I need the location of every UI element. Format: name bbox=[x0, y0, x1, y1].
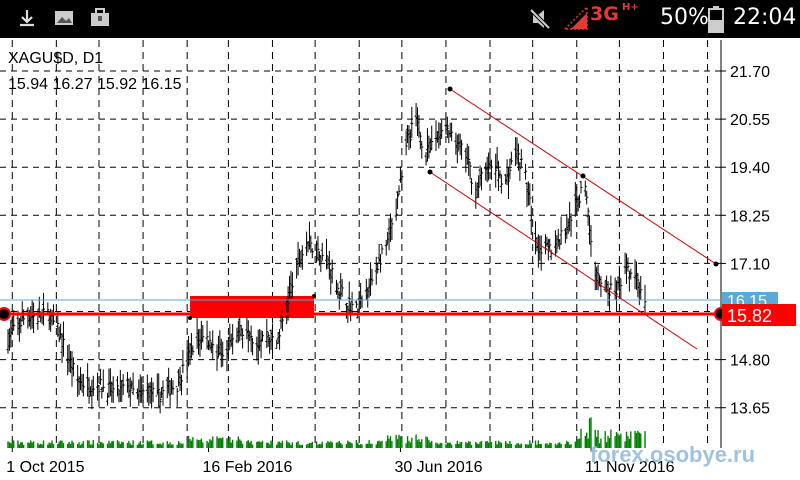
y-tick-label: 13.65 bbox=[730, 401, 770, 418]
channel-lower-line[interactable] bbox=[429, 171, 698, 350]
x-tick-label: 1 Oct 2015 bbox=[6, 459, 84, 476]
level-handle-left[interactable] bbox=[0, 307, 11, 321]
level-price-tag-bg bbox=[722, 304, 796, 326]
channel-point[interactable] bbox=[447, 86, 453, 92]
channel-point[interactable] bbox=[580, 173, 586, 179]
clock: 22:04 bbox=[733, 5, 797, 30]
network-sup-label: H+ bbox=[622, 2, 639, 13]
download-icon bbox=[20, 10, 34, 27]
x-tick-label: 16 Feb 2016 bbox=[202, 459, 292, 476]
symbol-label: XAGU$D, D1 bbox=[8, 50, 103, 67]
x-axis: 1 Oct 2015 16 Feb 2016 30 Jun 2016 11 Nov 2… bbox=[6, 448, 675, 476]
battery-icon bbox=[708, 6, 724, 33]
x-tick-label: 11 Nov 2016 bbox=[585, 459, 675, 476]
channel-point[interactable] bbox=[713, 261, 719, 267]
network-type-label: 3G bbox=[590, 3, 619, 25]
x-tick-label: 30 Jun 2016 bbox=[394, 459, 482, 476]
y-tick-label: 14.80 bbox=[730, 353, 770, 370]
signal-icon bbox=[563, 5, 588, 30]
y-tick-label: 19.40 bbox=[730, 160, 770, 177]
y-tick-label: 21.70 bbox=[730, 64, 770, 81]
y-tick-label: 17.10 bbox=[730, 256, 770, 273]
volume-bars bbox=[7, 417, 646, 448]
price-bars bbox=[6, 103, 647, 414]
mute-icon bbox=[529, 8, 551, 30]
chart-area[interactable]: 21.7020.5519.4018.2517.1015.9514.8013.65… bbox=[0, 38, 800, 480]
zone-point[interactable] bbox=[188, 316, 192, 320]
ohlc-label: 15.94 16.27 15.92 16.15 bbox=[8, 76, 182, 93]
horizontal-gridlines bbox=[0, 70, 721, 409]
y-tick-label: 18.25 bbox=[730, 208, 770, 225]
channel-point[interactable] bbox=[427, 169, 433, 175]
battery-percent: 50% bbox=[660, 5, 709, 30]
image-icon bbox=[55, 11, 73, 25]
level-price-tag: 15.82 bbox=[727, 306, 772, 326]
price-chart[interactable]: 21.7020.5519.4018.2517.1015.9514.8013.65… bbox=[0, 38, 800, 480]
vertical-gridlines bbox=[11, 40, 709, 448]
briefcase-icon bbox=[91, 8, 109, 26]
status-bar: 3G H+ 50% 22:04 bbox=[0, 0, 800, 38]
zone-point[interactable] bbox=[312, 294, 316, 298]
y-tick-label: 20.55 bbox=[730, 112, 770, 129]
watermark: forex.osobye.ru bbox=[590, 442, 755, 467]
